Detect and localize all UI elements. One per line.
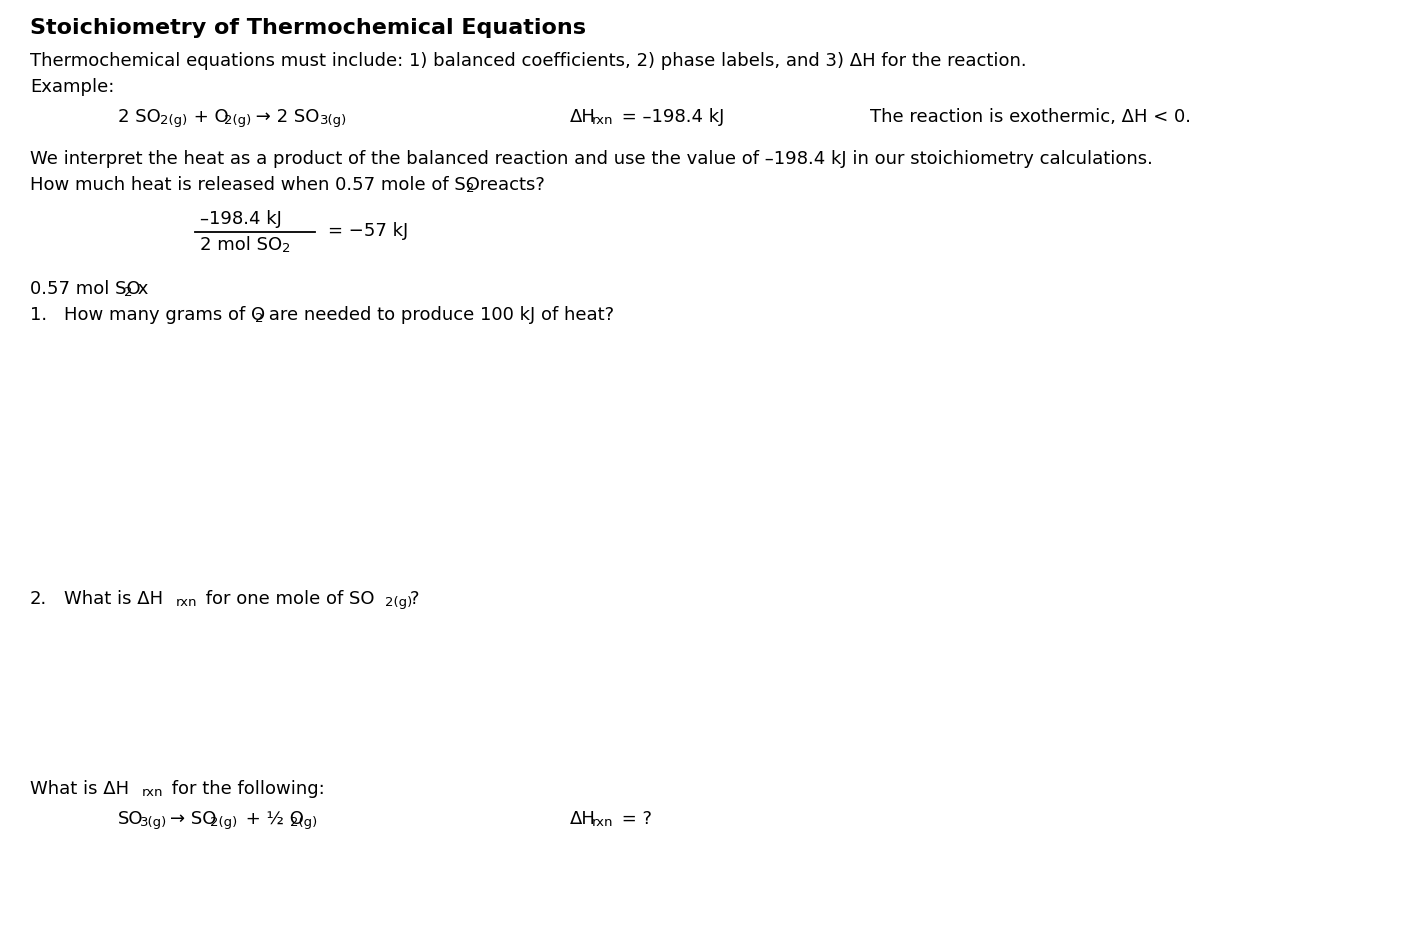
Text: x: x [133,280,148,298]
Text: We interpret the heat as a product of the balanced reaction and use the value of: We interpret the heat as a product of th… [30,150,1152,168]
Text: 2: 2 [466,182,475,195]
Text: 3(g): 3(g) [140,816,167,829]
Text: = –198.4 kJ: = –198.4 kJ [616,108,724,126]
Text: –198.4 kJ: –198.4 kJ [200,210,282,228]
Text: Example:: Example: [30,78,114,96]
Text: rxn: rxn [592,816,613,829]
Text: ?: ? [411,590,419,608]
Text: 2.: 2. [30,590,47,608]
Text: for one mole of SO: for one mole of SO [200,590,375,608]
Text: + O: + O [188,108,228,126]
Text: 2(g): 2(g) [160,114,187,127]
Text: How many grams of O: How many grams of O [64,306,265,324]
Text: → 2 SO: → 2 SO [250,108,319,126]
Text: What is ΔH: What is ΔH [30,780,130,798]
Text: 2: 2 [124,286,133,299]
Text: 2 mol SO: 2 mol SO [200,236,282,254]
Text: = −57 kJ: = −57 kJ [328,222,408,240]
Text: 1.: 1. [30,306,47,324]
Text: rxn: rxn [143,786,164,799]
Text: Stoichiometry of Thermochemical Equations: Stoichiometry of Thermochemical Equation… [30,18,586,38]
Text: rxn: rxn [175,596,197,609]
Text: 2(g): 2(g) [210,816,237,829]
Text: 0.57 mol SO: 0.57 mol SO [30,280,141,298]
Text: How much heat is released when 0.57 mole of SO: How much heat is released when 0.57 mole… [30,176,481,194]
Text: 2(g): 2(g) [289,816,317,829]
Text: 2 SO: 2 SO [118,108,161,126]
Text: ΔH: ΔH [570,810,596,828]
Text: → SO: → SO [170,810,217,828]
Text: 2(g): 2(g) [224,114,251,127]
Text: What is ΔH: What is ΔH [64,590,163,608]
Text: 2: 2 [255,312,264,325]
Text: ΔH: ΔH [570,108,596,126]
Text: 2: 2 [282,242,291,255]
Text: = ?: = ? [616,810,652,828]
Text: 3(g): 3(g) [319,114,348,127]
Text: SO: SO [118,810,144,828]
Text: reacts?: reacts? [473,176,545,194]
Text: + ½ O: + ½ O [240,810,304,828]
Text: are needed to produce 100 kJ of heat?: are needed to produce 100 kJ of heat? [262,306,615,324]
Text: rxn: rxn [592,114,613,127]
Text: Thermochemical equations must include: 1) balanced coefficients, 2) phase labels: Thermochemical equations must include: 1… [30,52,1027,70]
Text: The reaction is exothermic, ΔH < 0.: The reaction is exothermic, ΔH < 0. [870,108,1191,126]
Text: 2(g): 2(g) [385,596,412,609]
Text: for the following:: for the following: [165,780,325,798]
